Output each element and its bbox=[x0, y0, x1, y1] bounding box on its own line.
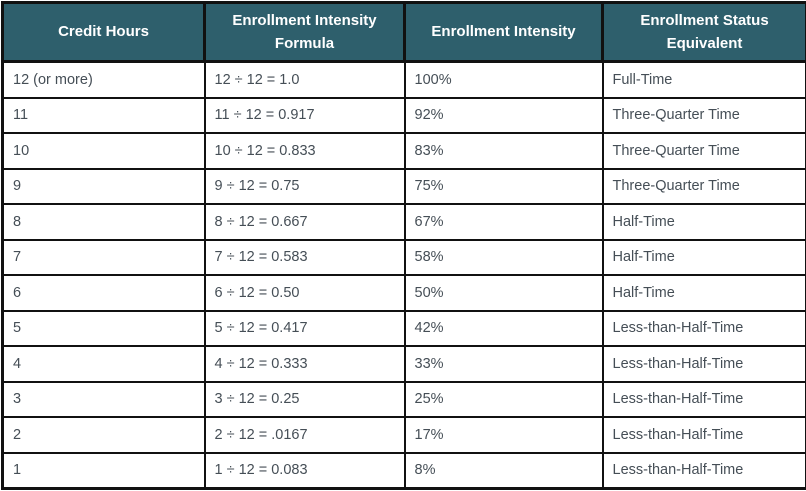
credit-hours-cell: 10 bbox=[1, 132, 206, 170]
formula-cell: 9 ÷ 12 = 0.75 bbox=[203, 167, 406, 205]
intensity-cell: 42% bbox=[403, 309, 604, 347]
header-enrollment-status-equivalent: Enrollment Status Equivalent bbox=[601, 1, 806, 63]
status-cell: Three-Quarter Time bbox=[601, 167, 806, 205]
formula-cell: 12 ÷ 12 = 1.0 bbox=[203, 60, 406, 99]
header-enrollment-intensity: Enrollment Intensity bbox=[403, 1, 604, 63]
intensity-cell: 25% bbox=[403, 380, 604, 418]
table-row: 8 8 ÷ 12 = 0.667 67% Half-Time bbox=[1, 203, 806, 241]
table-row: 1 1 ÷ 12 = 0.083 8% Less-than-Half-Time bbox=[1, 451, 806, 490]
table-row: 10 10 ÷ 12 = 0.833 83% Three-Quarter Tim… bbox=[1, 132, 806, 170]
intensity-cell: 33% bbox=[403, 345, 604, 383]
credit-hours-cell: 8 bbox=[1, 203, 206, 241]
table-row: 12 (or more) 12 ÷ 12 = 1.0 100% Full-Tim… bbox=[1, 60, 806, 99]
credit-hours-cell: 5 bbox=[1, 309, 206, 347]
table-row: 5 5 ÷ 12 = 0.417 42% Less-than-Half-Time bbox=[1, 309, 806, 347]
table-row: 11 11 ÷ 12 = 0.917 92% Three-Quarter Tim… bbox=[1, 96, 806, 134]
status-cell: Full-Time bbox=[601, 60, 806, 99]
credit-hours-cell: 6 bbox=[1, 274, 206, 312]
formula-cell: 10 ÷ 12 = 0.833 bbox=[203, 132, 406, 170]
credit-hours-cell: 7 bbox=[1, 238, 206, 276]
status-cell: Less-than-Half-Time bbox=[601, 380, 806, 418]
status-cell: Half-Time bbox=[601, 274, 806, 312]
formula-cell: 2 ÷ 12 = .0167 bbox=[203, 416, 406, 454]
status-cell: Three-Quarter Time bbox=[601, 132, 806, 170]
formula-cell: 5 ÷ 12 = 0.417 bbox=[203, 309, 406, 347]
credit-hours-cell: 3 bbox=[1, 380, 206, 418]
table-row: 9 9 ÷ 12 = 0.75 75% Three-Quarter Time bbox=[1, 167, 806, 205]
table-row: 3 3 ÷ 12 = 0.25 25% Less-than-Half-Time bbox=[1, 380, 806, 418]
status-cell: Three-Quarter Time bbox=[601, 96, 806, 134]
formula-cell: 8 ÷ 12 = 0.667 bbox=[203, 203, 406, 241]
intensity-cell: 58% bbox=[403, 238, 604, 276]
status-cell: Half-Time bbox=[601, 238, 806, 276]
credit-hours-cell: 11 bbox=[1, 96, 206, 134]
credit-hours-cell: 9 bbox=[1, 167, 206, 205]
intensity-cell: 17% bbox=[403, 416, 604, 454]
credit-hours-cell: 2 bbox=[1, 416, 206, 454]
table-row: 7 7 ÷ 12 = 0.583 58% Half-Time bbox=[1, 238, 806, 276]
table-row: 2 2 ÷ 12 = .0167 17% Less-than-Half-Time bbox=[1, 416, 806, 454]
table-row: 4 4 ÷ 12 = 0.333 33% Less-than-Half-Time bbox=[1, 345, 806, 383]
intensity-cell: 100% bbox=[403, 60, 604, 99]
formula-cell: 6 ÷ 12 = 0.50 bbox=[203, 274, 406, 312]
formula-cell: 1 ÷ 12 = 0.083 bbox=[203, 451, 406, 490]
intensity-cell: 83% bbox=[403, 132, 604, 170]
intensity-cell: 8% bbox=[403, 451, 604, 490]
intensity-cell: 92% bbox=[403, 96, 604, 134]
intensity-cell: 75% bbox=[403, 167, 604, 205]
status-cell: Half-Time bbox=[601, 203, 806, 241]
formula-cell: 7 ÷ 12 = 0.583 bbox=[203, 238, 406, 276]
status-cell: Less-than-Half-Time bbox=[601, 451, 806, 490]
status-cell: Less-than-Half-Time bbox=[601, 345, 806, 383]
formula-cell: 4 ÷ 12 = 0.333 bbox=[203, 345, 406, 383]
table-header-row: Credit Hours Enrollment Intensity Formul… bbox=[1, 1, 806, 63]
table-row: 6 6 ÷ 12 = 0.50 50% Half-Time bbox=[1, 274, 806, 312]
header-credit-hours: Credit Hours bbox=[1, 1, 206, 63]
status-cell: Less-than-Half-Time bbox=[601, 309, 806, 347]
intensity-cell: 67% bbox=[403, 203, 604, 241]
status-cell: Less-than-Half-Time bbox=[601, 416, 806, 454]
formula-cell: 11 ÷ 12 = 0.917 bbox=[203, 96, 406, 134]
credit-hours-cell: 1 bbox=[1, 451, 206, 490]
intensity-cell: 50% bbox=[403, 274, 604, 312]
formula-cell: 3 ÷ 12 = 0.25 bbox=[203, 380, 406, 418]
header-enrollment-intensity-formula: Enrollment Intensity Formula bbox=[203, 1, 406, 63]
credit-hours-cell: 12 (or more) bbox=[1, 60, 206, 99]
credit-hours-cell: 4 bbox=[1, 345, 206, 383]
